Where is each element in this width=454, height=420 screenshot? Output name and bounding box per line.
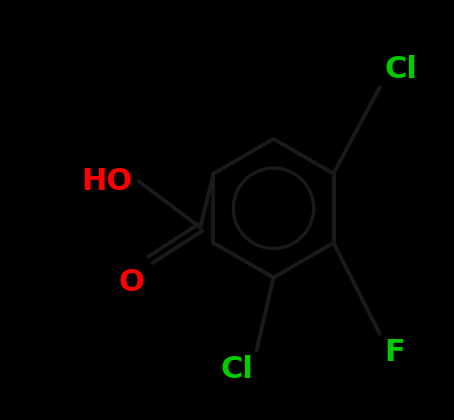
Text: HO: HO [81,167,133,196]
Text: Cl: Cl [385,55,417,84]
Text: Cl: Cl [221,354,253,383]
Text: O: O [118,268,144,297]
Text: F: F [385,339,405,368]
